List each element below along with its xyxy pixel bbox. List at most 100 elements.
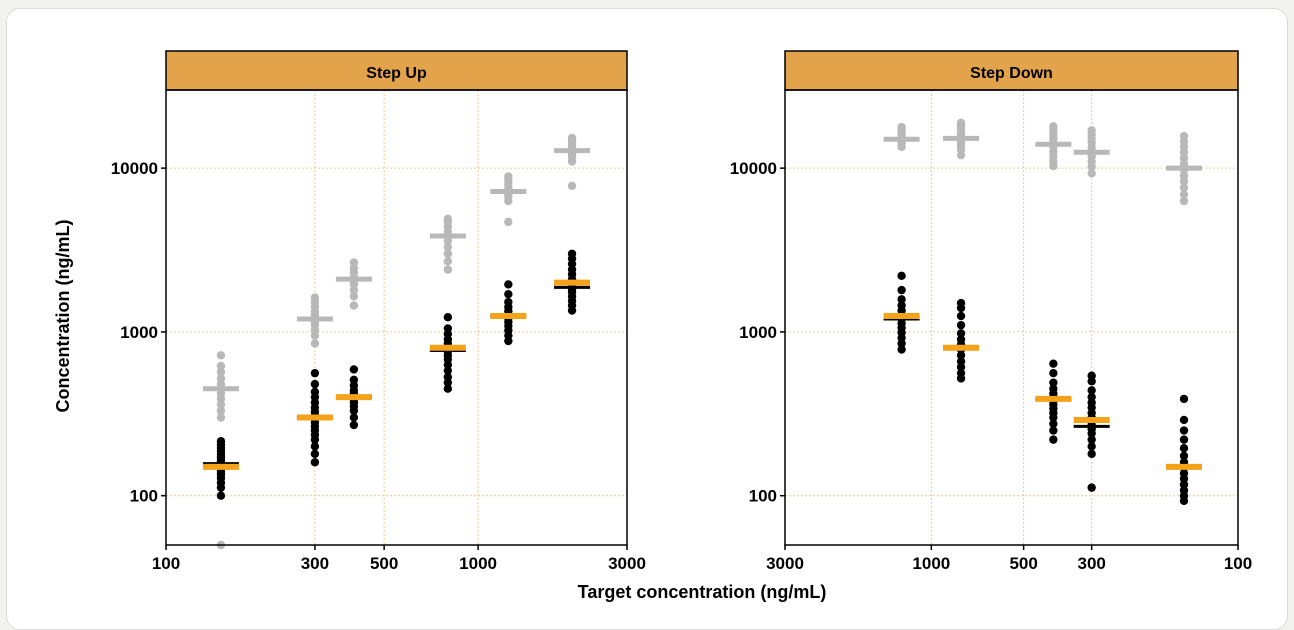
panel-title: Step Down: [970, 65, 1053, 82]
data-point-grey: [956, 118, 966, 128]
data-point-black: [956, 320, 966, 330]
data-point-grey: [1179, 196, 1189, 206]
panel-title: Step Up: [366, 65, 427, 82]
data-point-grey: [567, 133, 577, 143]
data-point-black: [310, 387, 320, 397]
data-point-black: [1049, 435, 1058, 444]
data-point-grey: [1087, 169, 1096, 178]
data-point-black: [1049, 426, 1058, 435]
data-point-black: [956, 311, 966, 321]
data-point-black: [504, 280, 513, 289]
data-point-black: [897, 271, 906, 281]
panel-strip: [784, 50, 1239, 91]
data-point-grey: [1087, 126, 1096, 135]
figure-card: [6, 8, 1288, 630]
data-point-grey: [443, 214, 453, 224]
data-point-black: [956, 298, 966, 308]
data-point-black: [216, 491, 226, 500]
data-point-black: [897, 295, 906, 304]
data-point-grey: [216, 351, 226, 360]
data-point-black: [1179, 435, 1189, 444]
data-point-black: [956, 329, 966, 338]
data-point-black: [1087, 371, 1096, 380]
data-point-grey: [349, 258, 359, 267]
data-point-black: [897, 285, 906, 295]
panel-border: [165, 89, 628, 546]
y-axis-title: Concentration (ng/mL): [53, 220, 73, 413]
data-point-black: [1049, 384, 1058, 393]
data-point-black: [310, 442, 320, 451]
data-point-black: [349, 420, 359, 430]
data-point-black: [443, 366, 453, 375]
data-point-grey: [443, 249, 453, 258]
data-point-black: [349, 381, 359, 390]
panel-step-down: Step Down 100 1000 10000 3000 1000 500 300 100: [730, 50, 1252, 573]
panel-step-up: Step Up 100 1000 10000 100 300 500 1000 3000: [111, 50, 646, 573]
y-tick-label: 10000: [111, 159, 158, 178]
data-point-black: [349, 375, 359, 385]
data-point-grey: [504, 172, 513, 181]
data-point-grey: [504, 217, 513, 227]
x-tick-label: 300: [301, 554, 329, 573]
data-point-black: [1087, 442, 1096, 451]
y-tick-label: 100: [130, 487, 158, 506]
data-point-grey: [310, 293, 320, 302]
x-tick-label: 3000: [766, 554, 804, 573]
data-point-black: [1179, 480, 1189, 489]
data-point-black: [349, 365, 359, 374]
data-point-black: [216, 437, 226, 446]
data-point-black: [310, 379, 320, 389]
data-point-grey: [1179, 177, 1189, 186]
x-tick-label: 3000: [608, 554, 646, 573]
x-tick-label: 500: [1009, 554, 1037, 573]
data-point-grey: [1049, 122, 1058, 131]
data-point-black: [567, 249, 577, 258]
data-point-black: [1049, 359, 1058, 368]
data-point-grey: [1179, 131, 1189, 141]
data-point-black: [956, 357, 966, 366]
data-point-grey: [897, 122, 906, 132]
data-point-grey: [310, 339, 320, 348]
data-point-grey: [349, 292, 359, 301]
data-point-black: [310, 458, 320, 467]
data-point-black: [1179, 415, 1189, 425]
data-point-grey: [443, 257, 453, 266]
y-tick-label: 10000: [730, 159, 777, 178]
data-point-black: [1087, 483, 1096, 492]
data-point-grey: [310, 331, 320, 340]
data-point-black: [1049, 368, 1058, 378]
data-point-black: [1179, 451, 1189, 461]
y-tick-label: 1000: [739, 323, 777, 342]
data-point-black: [956, 335, 966, 344]
data-point-grey: [567, 181, 577, 191]
panel-strip: [165, 50, 628, 91]
data-point-black: [1179, 443, 1189, 453]
data-point-black: [897, 345, 906, 354]
x-tick-label: 1000: [912, 554, 950, 573]
x-tick-label: 1000: [459, 554, 497, 573]
data-point-black: [349, 413, 359, 422]
data-point-black: [1087, 386, 1096, 395]
chart-svg: Step Up 100 1000 10000 100 300 500 1000 3000 Ste…: [53, 50, 1252, 602]
data-point-black: [443, 372, 453, 382]
y-tick-label: 100: [749, 487, 777, 506]
data-point-grey: [216, 361, 226, 371]
data-point-grey: [216, 367, 226, 377]
data-point-black: [1049, 378, 1058, 387]
x-tick-label: 500: [370, 554, 398, 573]
x-tick-label: 100: [1224, 554, 1252, 573]
data-point-black: [443, 384, 453, 393]
y-tick-label: 1000: [120, 323, 158, 342]
data-point-black: [1087, 435, 1096, 444]
data-point-grey: [1179, 190, 1189, 199]
data-point-black: [1179, 426, 1189, 435]
data-point-black: [1087, 449, 1096, 459]
data-point-black: [1087, 392, 1096, 402]
data-point-black: [897, 301, 906, 310]
x-tick-label: 300: [1077, 554, 1105, 573]
data-point-black: [310, 368, 320, 378]
data-point-grey: [216, 413, 226, 422]
x-axis-title: Target concentration (ng/mL): [578, 582, 827, 602]
data-point-black: [956, 368, 966, 378]
panel-border: [784, 89, 1239, 546]
